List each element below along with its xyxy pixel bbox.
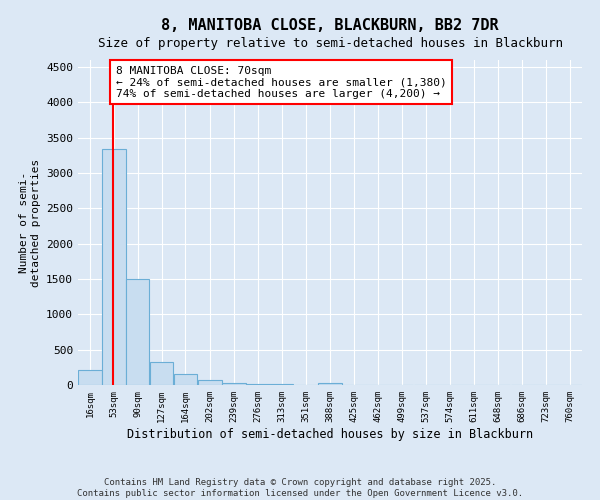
Text: Size of property relative to semi-detached houses in Blackburn: Size of property relative to semi-detach… <box>97 38 563 51</box>
Text: Contains HM Land Registry data © Crown copyright and database right 2025.
Contai: Contains HM Land Registry data © Crown c… <box>77 478 523 498</box>
Bar <box>270 384 293 385</box>
Y-axis label: Number of semi-
detached properties: Number of semi- detached properties <box>19 158 41 286</box>
Bar <box>222 383 245 385</box>
Bar <box>198 380 222 385</box>
Bar <box>246 384 269 385</box>
X-axis label: Distribution of semi-detached houses by size in Blackburn: Distribution of semi-detached houses by … <box>127 428 533 440</box>
Bar <box>318 383 342 385</box>
Bar <box>78 370 102 385</box>
Bar <box>173 374 197 385</box>
Bar <box>150 362 173 385</box>
Bar <box>102 149 125 385</box>
Text: 8 MANITOBA CLOSE: 70sqm
← 24% of semi-detached houses are smaller (1,380)
74% of: 8 MANITOBA CLOSE: 70sqm ← 24% of semi-de… <box>116 66 446 99</box>
Bar <box>126 279 149 385</box>
Text: 8, MANITOBA CLOSE, BLACKBURN, BB2 7DR: 8, MANITOBA CLOSE, BLACKBURN, BB2 7DR <box>161 18 499 32</box>
